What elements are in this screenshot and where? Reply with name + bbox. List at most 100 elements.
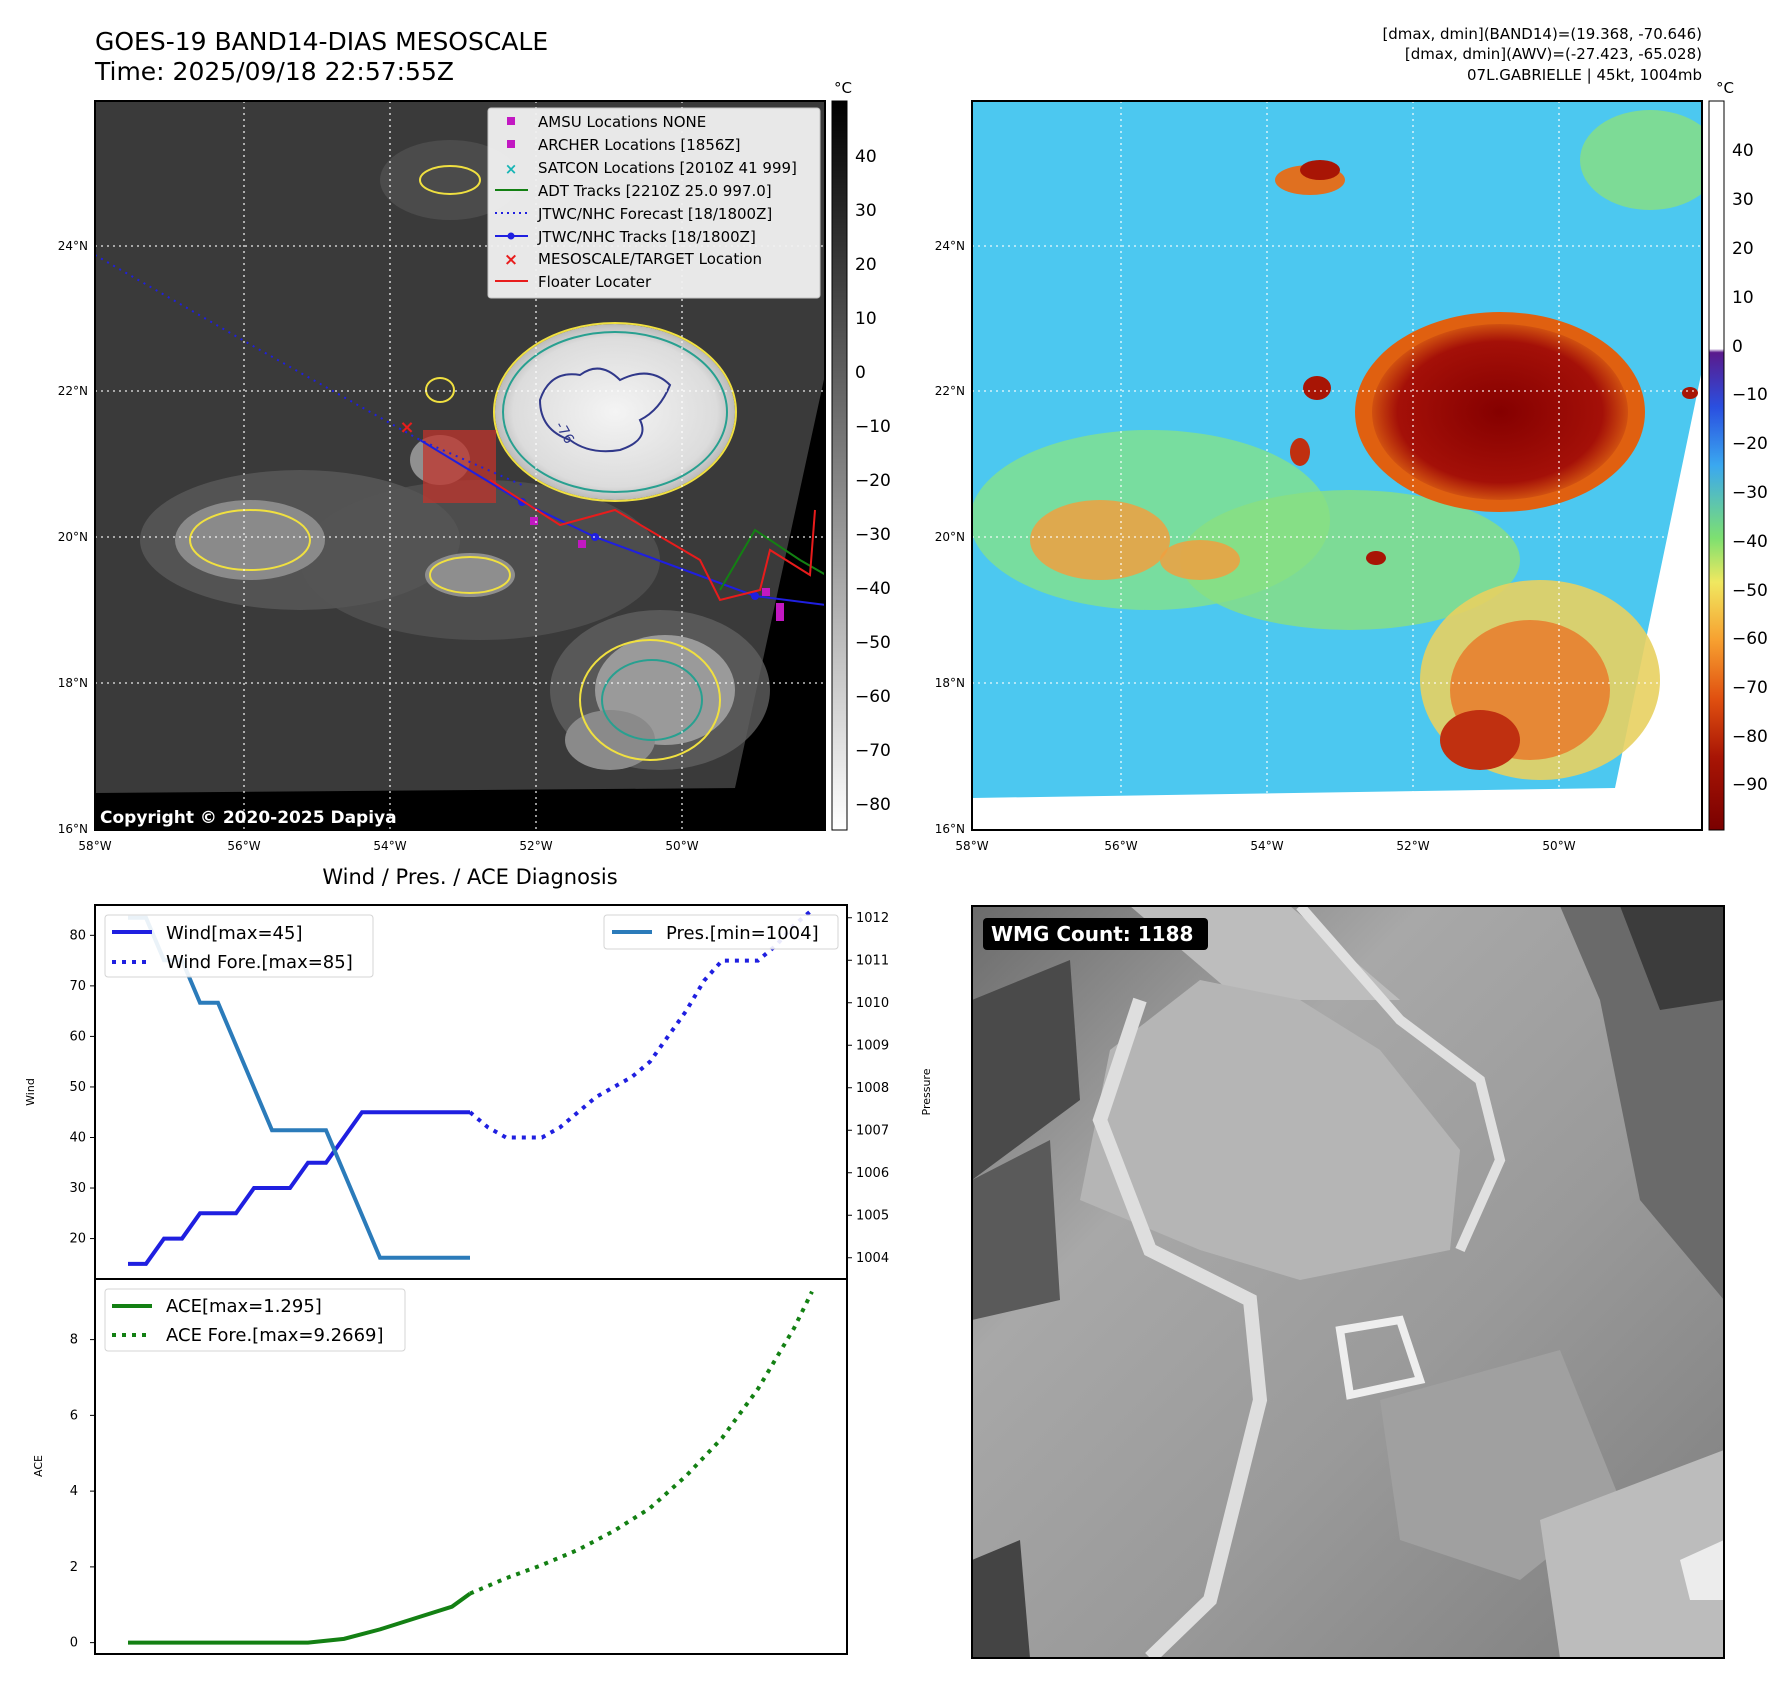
pres-legend: Pres.[min=1004] [603, 914, 839, 950]
pres-tick-label: 1011 [856, 953, 889, 968]
svg-text:−40: −40 [1732, 532, 1768, 552]
wind-tick-label: 60 [69, 1029, 86, 1044]
pres-tick-label: 1004 [856, 1251, 889, 1266]
legend-adt: ADT Tracks [2210Z 25.0 997.0] [538, 182, 772, 200]
pres-axis-label: Pressure [920, 1068, 933, 1115]
ir-lat-24: 24°N [58, 239, 88, 253]
legend-pres: Pres.[min=1004] [666, 923, 819, 944]
svg-text:−30: −30 [855, 525, 891, 545]
wind-tick-label: 80 [69, 928, 86, 943]
pres-tick-label: 1010 [856, 996, 889, 1011]
ace-tick-label: 2 [70, 1560, 78, 1575]
awv-lon-58: 58°W [955, 839, 988, 853]
wind-series-line [128, 1110, 470, 1266]
ace-legend: ACE[max=1.295] ACE Fore.[max=9.2669] [104, 1288, 406, 1352]
wmg-panel: WMG Count: 1188 [971, 905, 1725, 1659]
wind-tick-label: 30 [69, 1181, 86, 1196]
archer-square-icon [507, 140, 515, 148]
svg-text:0: 0 [855, 363, 866, 383]
ir-lon-52: 52°W [519, 839, 552, 853]
pres-tick-label: 1008 [856, 1081, 889, 1096]
svg-text:−20: −20 [855, 471, 891, 491]
ir-colorbar-ticks: 40 30 20 10 0 −10 −20 −30 −40 −50 −60 −7… [855, 147, 891, 815]
awv-lat-20: 20°N [935, 530, 965, 544]
svg-text:−80: −80 [1732, 727, 1768, 747]
svg-text:−50: −50 [855, 633, 891, 653]
ir-map-panel: -76 × [58, 79, 891, 853]
svg-text:−30: −30 [1732, 483, 1768, 503]
ace-tick-label: 4 [70, 1484, 78, 1499]
ir-lon-58: 58°W [78, 839, 111, 853]
awv-lon-50: 50°W [1542, 839, 1575, 853]
wind-tick-label: 20 [69, 1232, 86, 1247]
svg-text:−60: −60 [1732, 629, 1768, 649]
wind-forecast-series-line [468, 908, 814, 1140]
ace-y-ticks: 8 6 4 2 0 [70, 1333, 95, 1651]
ace-tick-label: 0 [70, 1636, 78, 1651]
svg-text:20: 20 [855, 255, 877, 275]
wind-tick-label: 70 [69, 979, 86, 994]
svg-text:−90: −90 [1732, 775, 1768, 795]
wind-y-ticks: 80 70 60 50 40 30 20 [69, 928, 95, 1247]
awv-colorbar-unit: °C [1716, 79, 1734, 97]
pres-tick-label: 1006 [856, 1166, 889, 1181]
svg-text:40: 40 [1732, 141, 1754, 161]
svg-text:10: 10 [1732, 288, 1754, 308]
ace-tick-label: 8 [70, 1333, 78, 1348]
ir-lon-56: 56°W [227, 839, 260, 853]
svg-text:10: 10 [855, 309, 877, 329]
svg-text:−10: −10 [855, 417, 891, 437]
figure-title: GOES-19 BAND14-DIAS MESOSCALE [95, 27, 548, 56]
svg-text:−40: −40 [855, 579, 891, 599]
ace-series-line [128, 1591, 472, 1645]
svg-text:−10: −10 [1732, 385, 1768, 405]
wind-legend: Wind[max=45] Wind Fore.[max=85] [104, 914, 374, 978]
legend-ace-fore: ACE Fore.[max=9.2669] [166, 1325, 384, 1346]
target-marker: × [399, 417, 414, 438]
legend-forecast: JTWC/NHC Forecast [18/1800Z] [537, 205, 772, 223]
legend-amsu: AMSU Locations NONE [538, 113, 706, 131]
wmg-count-badge [983, 918, 1208, 950]
legend-target: MESOSCALE/TARGET Location [538, 250, 762, 268]
wmg-count: WMG Count: 1188 [991, 922, 1193, 946]
svg-text:30: 30 [1732, 190, 1754, 210]
awv-colorbar [1708, 100, 1725, 831]
wind-axis-label: Wind [24, 1078, 37, 1106]
legend-satcon: SATCON Locations [2010Z 41 999] [538, 159, 797, 177]
map-legend: AMSU Locations NONE ARCHER Locations [18… [487, 107, 821, 299]
svg-text:0: 0 [1732, 337, 1743, 357]
ace-tick-label: 6 [70, 1408, 78, 1423]
amsu-square-icon [507, 117, 515, 125]
svg-text:20: 20 [1732, 239, 1754, 259]
awv-lon-54: 54°W [1250, 839, 1283, 853]
svg-text:−80: −80 [855, 795, 891, 815]
awv-map-panel: 24°N 22°N 20°N 18°N 16°N 58°W 56°W 54°W … [935, 79, 1768, 853]
pres-tick-label: 1012 [856, 911, 889, 926]
wind-pres-chart: Wind / Pres. / ACE Diagnosis 80 70 60 50 40 3… [24, 865, 933, 1280]
awv-lon-52: 52°W [1396, 839, 1429, 853]
ir-lat-16: 16°N [58, 822, 88, 836]
diagnosis-title: Wind / Pres. / ACE Diagnosis [322, 865, 617, 889]
legend-wind: Wind[max=45] [166, 923, 303, 944]
wind-tick-label: 50 [69, 1080, 86, 1095]
svg-text:−50: −50 [1732, 581, 1768, 601]
wind-tick-label: 40 [69, 1130, 86, 1145]
awv-lat-16: 16°N [935, 822, 965, 836]
legend-archer: ARCHER Locations [1856Z] [538, 136, 741, 154]
ir-lon-50: 50°W [665, 839, 698, 853]
pres-y-ticks: 1012 1011 1010 1009 1008 1007 1006 1005 1004 [847, 911, 889, 1266]
pres-tick-label: 1009 [856, 1038, 889, 1053]
figure-time: Time: 2025/09/18 22:57:55Z [94, 57, 454, 86]
awv-range: [dmax, dmin](AWV)=(-27.423, -65.028) [1405, 45, 1702, 63]
ace-chart: 8 6 4 2 0 ACE ACE[max=1.295] ACE Fore.[max=9… [32, 1278, 848, 1655]
svg-text:−70: −70 [1732, 678, 1768, 698]
pres-tick-label: 1005 [856, 1208, 889, 1223]
svg-text:−70: −70 [855, 741, 891, 761]
awv-lat-18: 18°N [935, 676, 965, 690]
legend-tracks: JTWC/NHC Tracks [18/1800Z] [537, 228, 756, 246]
ace-axis-label: ACE [32, 1455, 45, 1477]
svg-text:30: 30 [855, 201, 877, 221]
ir-colorbar [831, 100, 848, 831]
copyright: Copyright © 2020-2025 Dapiya [100, 808, 397, 828]
